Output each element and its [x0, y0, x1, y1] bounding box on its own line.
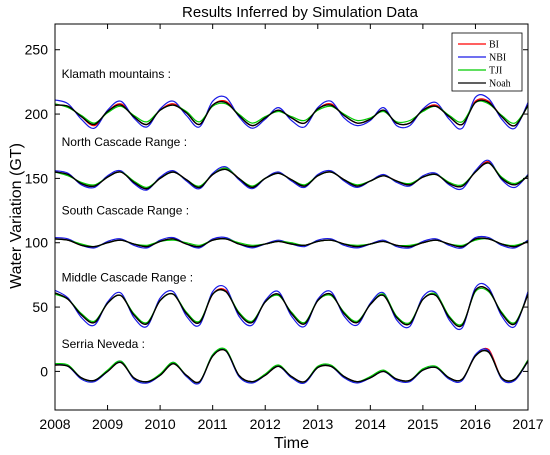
series-line-middle-cascade-range-nbi — [54, 282, 529, 331]
x-tick-label: 2009 — [92, 416, 123, 432]
y-tick-label: 250 — [25, 42, 49, 58]
region-label-klamath-mountains: Klamath mountains : — [62, 67, 171, 81]
series-line-serria-neveda-nbi — [54, 348, 529, 385]
legend-box — [451, 32, 523, 92]
x-axis-label: Time — [274, 435, 309, 452]
legend-label-bi: BI — [489, 40, 499, 51]
y-tick-label: 0 — [40, 363, 48, 379]
y-tick-label: 50 — [32, 299, 48, 315]
region-label-middle-cascade-range: Middle Cascade Range : — [62, 270, 193, 284]
y-axis: 0 50 100 150 200 250 — [25, 42, 528, 379]
series-line-middle-cascade-range-bi — [54, 286, 529, 328]
legend-label-tji: TJI — [489, 66, 502, 77]
series-line-klamath-mountains-nbi — [54, 94, 529, 130]
y-tick-label: 200 — [25, 106, 49, 122]
plot-frame — [54, 23, 529, 411]
series-line-middle-cascade-range-tji — [54, 287, 529, 326]
chart-title: Results Inferred by Simulation Data — [182, 4, 419, 21]
series-line-north-cascade-range-nbi — [54, 159, 529, 191]
region-label-south-cascade-range: South Cascade Range : — [62, 203, 189, 217]
series-line-serria-neveda-noah — [54, 348, 529, 384]
series-line-klamath-mountains-bi — [54, 98, 529, 127]
x-tick-label: 2012 — [250, 416, 281, 432]
legend-label-noah: Noah — [489, 79, 511, 90]
x-axis: 2008 2009 2010 2011 2012 2013 2014 2015 2016 2017 — [39, 24, 544, 432]
series-line-south-cascade-range-noah — [54, 237, 529, 248]
legend: BI NBI TJI Noah — [451, 32, 523, 92]
x-tick-label: 2011 — [198, 416, 228, 432]
x-tick-label: 2015 — [407, 416, 438, 432]
y-axis-label: Water Variation (GT) — [8, 143, 25, 289]
region-label-serria-neveda: Serria Neveda : — [62, 337, 145, 351]
series-line-south-cascade-range-tji — [54, 238, 529, 248]
plot-lines — [54, 94, 529, 385]
x-tick-label: 2013 — [302, 416, 333, 432]
legend-label-nbi: NBI — [489, 53, 506, 64]
x-tick-label: 2014 — [355, 416, 386, 432]
x-tick-label: 2010 — [145, 416, 176, 432]
series-line-north-cascade-range-noah — [54, 162, 529, 190]
region-annotations: Klamath mountains : North Cascade Range :… — [62, 67, 193, 351]
x-tick-label: 2017 — [512, 416, 543, 432]
y-tick-label: 100 — [25, 235, 49, 251]
x-tick-label: 2016 — [460, 416, 491, 432]
region-label-north-cascade-range: North Cascade Range : — [62, 135, 187, 149]
series-line-klamath-mountains-noah — [54, 99, 529, 127]
x-tick-label: 2008 — [39, 416, 70, 432]
series-line-middle-cascade-range-noah — [54, 286, 529, 328]
y-tick-label: 150 — [25, 170, 49, 186]
series-line-klamath-mountains-tji — [54, 100, 529, 124]
